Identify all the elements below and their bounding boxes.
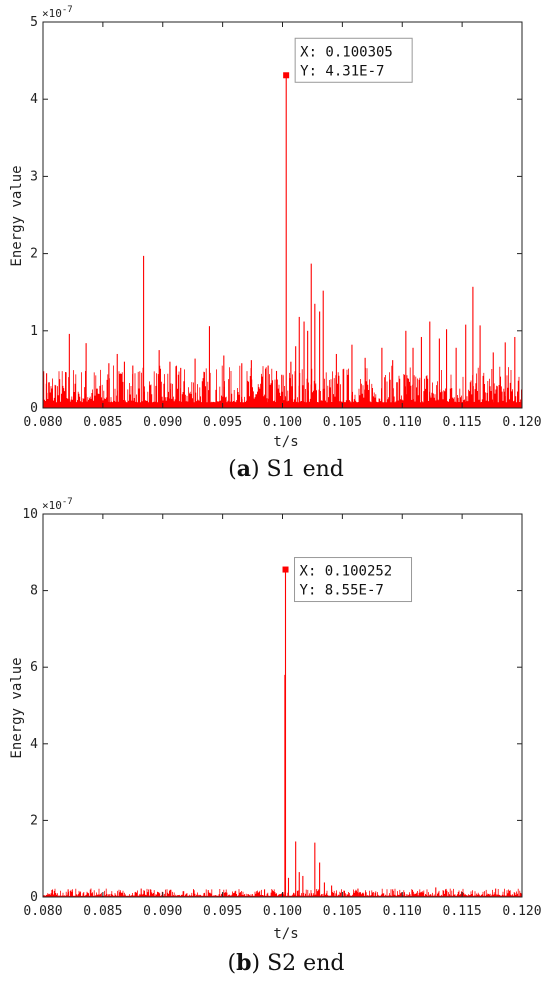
chart-panel-a: ×10-7 0.080 0.085 0.090 0.095 0.100 0.105 0.11… <box>9 5 542 482</box>
y-exponent-label-a: ×10-7 <box>42 5 73 20</box>
datatip-x-label: X: 0.100252 <box>300 564 393 580</box>
x-tick-label: 0.095 <box>203 904 242 919</box>
y-tick-label: 0 <box>30 401 38 416</box>
x-tick-label: 0.095 <box>203 415 242 430</box>
datatip-box <box>294 557 413 603</box>
x-axis-label-b: t/s <box>273 926 298 942</box>
chart-panel-b: ×10-7 0.080 0.085 0.090 0.095 0.100 0.105 0.11… <box>9 497 542 976</box>
caption-a: (a) S1 end <box>228 456 344 482</box>
y-tick-label: 2 <box>30 247 38 262</box>
datatip-y-label: Y: 8.55E-7 <box>300 583 384 599</box>
datatip-x-label: X: 0.100305 <box>300 44 393 60</box>
plot-frame <box>42 513 523 898</box>
x-tick-label: 0.080 <box>23 904 62 919</box>
y-tick-label: 0 <box>30 890 38 905</box>
y-axis-label-b: Energy value <box>9 657 25 758</box>
datatip-y-label: Y: 4.31E-7 <box>300 63 384 79</box>
x-tick-label: 0.120 <box>502 415 541 430</box>
y-tick-label: 4 <box>30 737 38 752</box>
caption-b: (b) S2 end <box>228 950 345 976</box>
datatip-box <box>294 37 413 83</box>
signal-noise-floor <box>42 365 522 408</box>
y-tick-label: 3 <box>30 169 38 184</box>
x-tick-label: 0.115 <box>443 415 482 430</box>
y-tick-label: 1 <box>30 324 38 339</box>
y-tick-label: 4 <box>30 92 38 107</box>
x-tick-label: 0.100 <box>263 415 302 430</box>
datatip-marker <box>283 72 290 79</box>
x-tick-label: 0.085 <box>83 415 122 430</box>
x-tick-label: 0.120 <box>502 904 541 919</box>
y-axis-label-a: Energy value <box>9 165 25 266</box>
x-axis-label-a: t/s <box>273 434 298 450</box>
datatip-marker <box>282 566 289 573</box>
x-tick-label: 0.115 <box>443 904 482 919</box>
y-tick-label: 10 <box>22 507 38 522</box>
x-tick-label: 0.080 <box>23 415 62 430</box>
x-tick-label: 0.105 <box>323 904 362 919</box>
y-tick-label: 5 <box>30 15 38 30</box>
x-tick-label: 0.085 <box>83 904 122 919</box>
y-tick-label: 6 <box>30 660 38 675</box>
y-tick-label: 8 <box>30 584 38 599</box>
x-tick-label: 0.100 <box>263 904 302 919</box>
x-tick-label: 0.105 <box>323 415 362 430</box>
y-tick-label: 2 <box>30 813 38 828</box>
x-tick-label: 0.110 <box>383 415 422 430</box>
x-tick-label: 0.090 <box>143 415 182 430</box>
x-tick-label: 0.110 <box>383 904 422 919</box>
x-tick-label: 0.090 <box>143 904 182 919</box>
y-exponent-label-b: ×10-7 <box>42 497 73 512</box>
plot-frame <box>42 21 523 409</box>
